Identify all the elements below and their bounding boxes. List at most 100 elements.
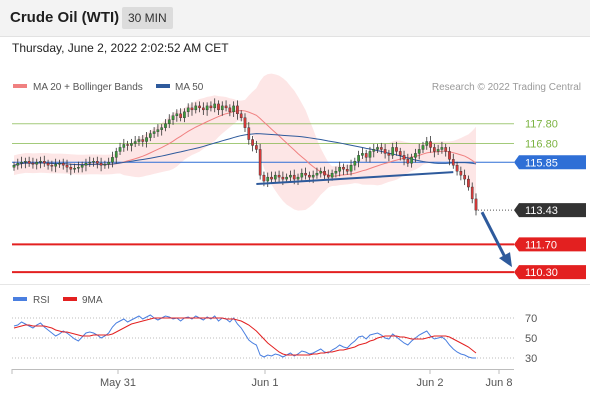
candle [372,143,376,158]
candle-body [46,163,50,166]
candle-body [65,165,69,168]
candle-body [228,107,232,113]
candle [342,163,345,176]
timeframe-badge[interactable]: 30 MIN [122,7,173,29]
candle-body [114,151,118,158]
candle-body [323,170,326,176]
candle [213,98,217,113]
candle-body [95,161,99,164]
candle-body [205,105,209,111]
candle [436,144,440,155]
candle [130,138,133,152]
candle-body [417,149,421,154]
x-tick-label: May 31 [100,377,136,389]
candle-body [202,107,205,111]
candle [402,150,406,166]
level-tag-pivot: 115.85 [514,155,586,170]
candle-body [50,165,54,167]
level-tag-support: 110.30 [514,265,586,280]
candle [247,122,251,145]
rsi-tick-label: 30 [525,353,537,365]
candle-body [398,151,402,156]
candle-body [31,163,35,165]
candle [285,173,288,183]
candle [304,167,307,180]
candle [12,161,16,171]
candle [183,108,186,123]
candle [406,153,410,167]
candle [152,127,156,138]
candle-body [88,162,92,164]
candle-body [353,161,357,166]
rsi-line [13,314,476,359]
candle-body [209,105,213,109]
candle-body [16,163,20,166]
candle [361,147,364,159]
candle-body [152,131,156,134]
candle [243,113,247,133]
candle [16,158,20,170]
instrument-title: Crude Oil (WTI) [10,9,120,26]
candle [61,158,65,170]
candle [84,158,88,172]
candle [99,157,103,172]
candle [114,147,118,164]
candle-body [342,167,345,170]
candle [379,142,383,154]
candle [65,159,69,173]
candle [391,142,395,159]
candle-body [281,176,285,180]
level-label-support: 110.30 [525,267,558,279]
candle-body [111,157,114,163]
candle [368,146,372,163]
candle-body [330,172,334,178]
candle-body [376,147,379,150]
candle-body [258,149,262,176]
candle [145,132,148,148]
rsi-panel: 70 50 30 [12,313,537,365]
candle-body [379,147,383,150]
candle [349,159,353,176]
candle-body [463,174,466,180]
candle [54,158,57,173]
candle [414,148,417,163]
candle-body [69,167,73,170]
candle [326,169,330,184]
candle [194,102,198,114]
candle [323,166,326,181]
candle [255,140,258,153]
candle-body [148,133,152,138]
candle-body [220,105,224,111]
candle [319,167,323,178]
candle-body [436,149,440,152]
candle-body [402,155,406,160]
projection-arrow-head [499,252,512,268]
candle [167,114,171,129]
candle-body [243,117,247,128]
candle-body [133,141,137,144]
candle-body [429,141,432,148]
candlesticks [12,98,478,216]
candle-body [183,111,186,118]
candle-body [251,139,254,146]
candle-body [433,147,436,152]
candle [133,135,137,148]
candle [198,101,201,113]
level-tag-last: 113.43 [514,203,586,218]
candle-body [126,144,129,146]
level-labels: 117.80 116.80 115.85 113.43 111.70 110.30 [514,119,586,280]
rsi-tick-label: 70 [525,313,537,325]
candle-body [80,165,84,168]
candle-body [300,172,304,178]
annotations [256,171,512,268]
candle-body [455,165,459,172]
candle-body [319,170,323,174]
candle [205,102,209,116]
candle [228,104,232,117]
candle-body [345,169,349,172]
candle [220,101,224,116]
candle [448,146,451,166]
candle-body [448,151,451,160]
candle-body [175,113,179,116]
candle [463,169,466,186]
